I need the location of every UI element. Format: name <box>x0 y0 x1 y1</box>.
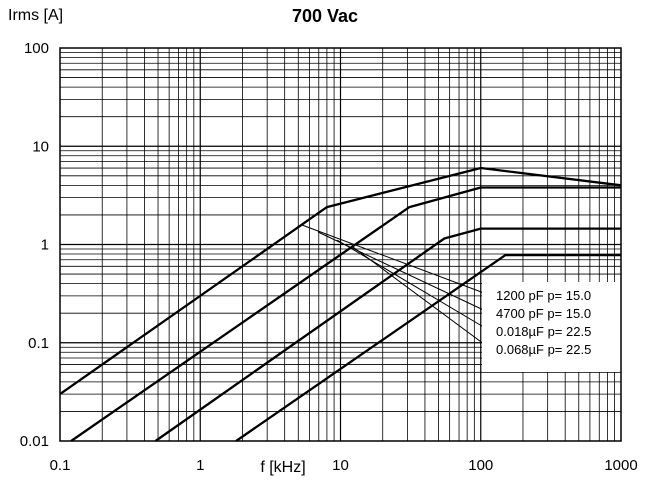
legend-entry: 0.018µF p= 22.5 <box>496 324 591 339</box>
chart-title: 700 Vac <box>292 6 358 26</box>
x-tick-label: 100 <box>468 457 493 474</box>
y-tick-label: 0.1 <box>28 335 49 352</box>
legend-entry: 4700 pF p= 15.0 <box>496 306 591 321</box>
x-tick-label: 1 <box>196 457 204 474</box>
legend-entry: 1200 pF p= 15.0 <box>496 288 591 303</box>
y-tick-label: 100 <box>24 40 49 57</box>
x-tick-label: 0.1 <box>50 457 71 474</box>
x-axis-title: f [kHz] <box>260 459 305 476</box>
x-tick-labels: 0.1 1 10 100 1000 <box>50 457 638 474</box>
y-tick-label: 1 <box>41 237 49 254</box>
y-tick-labels: 0.01 0.1 1 10 100 <box>20 40 49 450</box>
y-tick-label: 10 <box>32 138 49 155</box>
grid <box>60 48 621 441</box>
x-tick-label: 10 <box>332 457 349 474</box>
y-tick-label: 0.01 <box>20 433 49 450</box>
legend-entry: 0.068µF p= 22.5 <box>496 342 591 357</box>
x-tick-label: 1000 <box>604 457 637 474</box>
leader-line <box>353 247 492 350</box>
y-axis-title: Irms [A] <box>8 7 63 24</box>
